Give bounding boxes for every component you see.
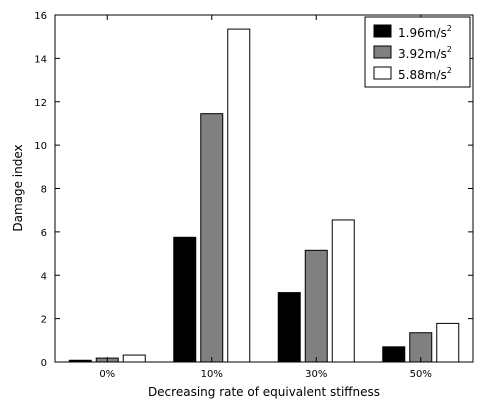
bar-50pct-series-1 xyxy=(382,346,406,363)
bars-group xyxy=(68,28,460,363)
y-tick-label: 6 xyxy=(41,228,47,239)
y-tick-label: 0 xyxy=(41,358,47,369)
x-ticks-group: 0% 10% 30% 50% xyxy=(99,15,432,380)
y-tick-label: 10 xyxy=(34,141,47,152)
y-axis-title: Damage index xyxy=(11,144,25,231)
legend-label-2: 3.92m/s2 xyxy=(398,45,452,61)
legend-label-1: 1.96m/s2 xyxy=(398,24,452,40)
legend-swatch-1 xyxy=(373,24,392,38)
legend: 1.96m/s2 3.92m/s2 5.88m/s2 xyxy=(364,16,471,88)
bar-0pct-series-1 xyxy=(68,359,92,363)
y-ticks-group: 0 2 4 6 8 10 12 14 16 xyxy=(34,11,473,369)
y-tick-label: 4 xyxy=(41,271,47,282)
y-tick-label: 2 xyxy=(41,315,47,326)
y-tick-label: 12 xyxy=(34,98,47,109)
bar-30pct-series-3 xyxy=(331,219,355,363)
x-tick-label: 30% xyxy=(305,369,327,380)
bar-10pct-series-1 xyxy=(173,236,197,363)
y-tick-label: 16 xyxy=(34,11,47,22)
bar-30pct-series-2 xyxy=(304,249,328,363)
bar-10pct-series-2 xyxy=(200,113,224,363)
x-axis-title: Decreasing rate of equivalent stiffness xyxy=(148,385,380,399)
bar-50pct-series-3 xyxy=(436,322,460,363)
bar-30pct-series-1 xyxy=(277,292,301,363)
bar-10pct-series-3 xyxy=(227,28,251,363)
x-tick-label: 10% xyxy=(201,369,223,380)
x-tick-label: 0% xyxy=(99,369,115,380)
legend-label-3: 5.88m/s2 xyxy=(398,66,452,82)
x-tick-label: 50% xyxy=(410,369,432,380)
bar-0pct-series-3 xyxy=(122,354,146,363)
y-tick-label: 14 xyxy=(34,54,47,65)
legend-swatch-3 xyxy=(373,66,392,80)
y-tick-label: 8 xyxy=(41,185,47,196)
legend-swatch-2 xyxy=(373,45,392,59)
